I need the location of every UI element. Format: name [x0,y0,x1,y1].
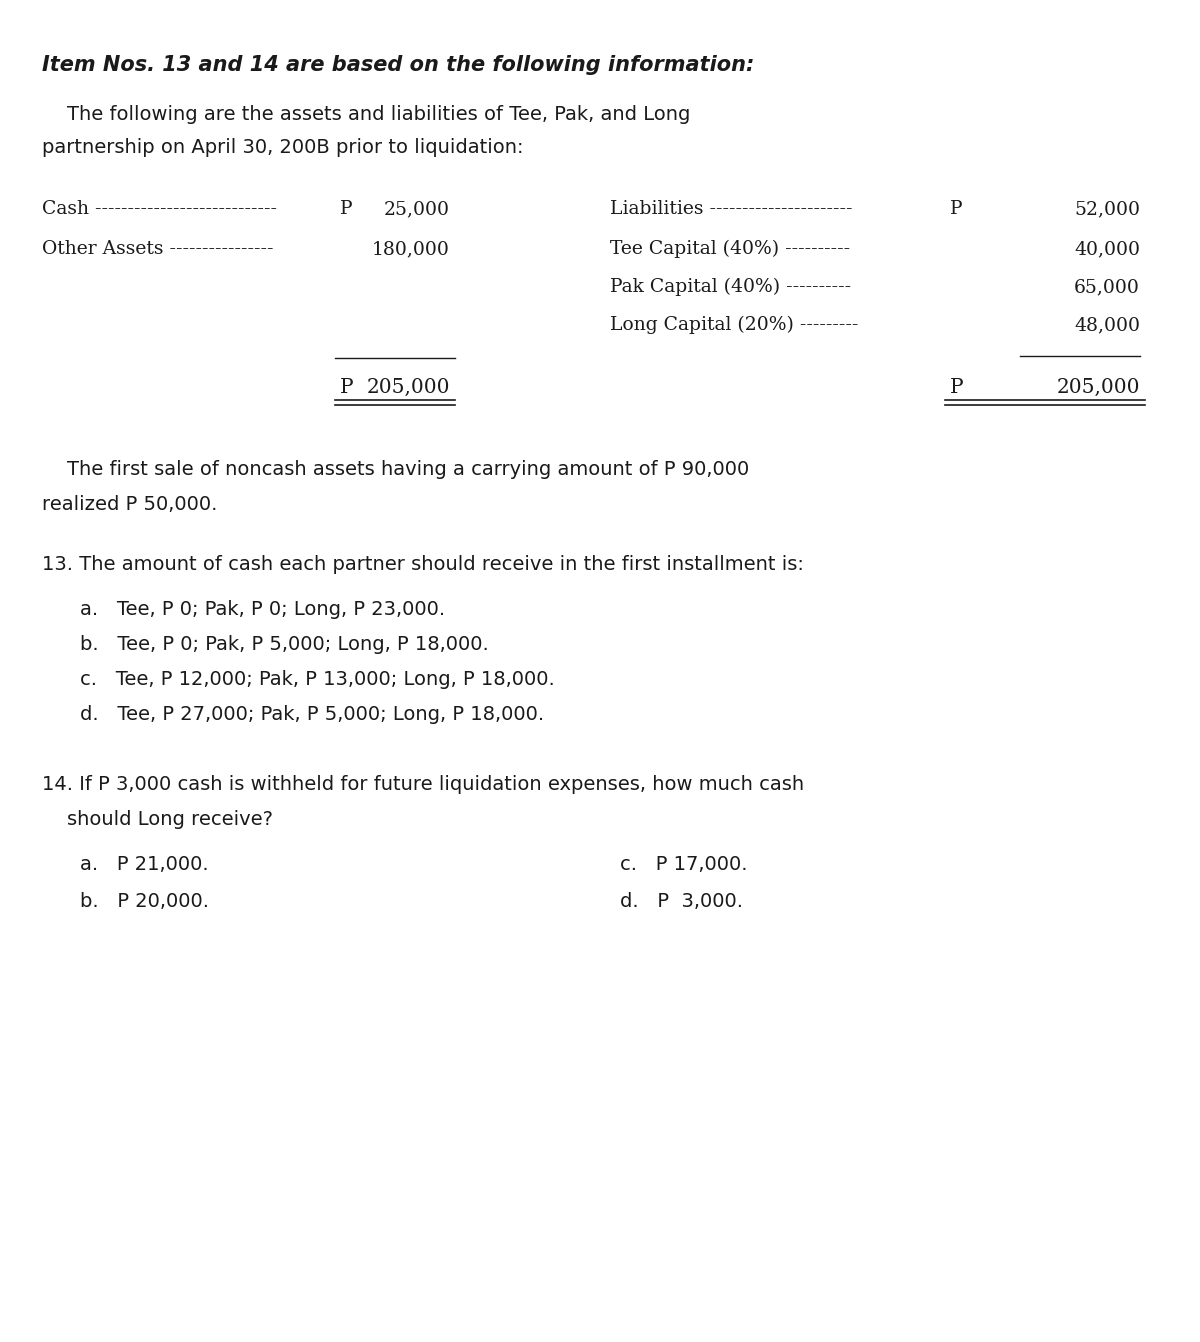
Text: d.   P  3,000.: d. P 3,000. [620,892,743,911]
Text: b.   P 20,000.: b. P 20,000. [80,892,209,911]
Text: partnership on April 30, 200B prior to liquidation:: partnership on April 30, 200B prior to l… [42,138,523,157]
Text: 180,000: 180,000 [372,240,450,258]
Text: Pak Capital (40%) ----------: Pak Capital (40%) ---------- [610,278,851,297]
Text: Liabilities ----------------------: Liabilities ---------------------- [610,200,852,217]
Text: 205,000: 205,000 [366,378,450,397]
Text: should Long receive?: should Long receive? [42,811,274,829]
Text: Tee Capital (40%) ----------: Tee Capital (40%) ---------- [610,240,850,258]
Text: P: P [340,378,354,397]
Text: Item Nos. 13 and 14 are based on the following information:: Item Nos. 13 and 14 are based on the fol… [42,55,755,75]
Text: 25,000: 25,000 [384,200,450,217]
Text: Cash ----------------------------: Cash ---------------------------- [42,200,277,217]
Text: 13. The amount of cash each partner should receive in the first installment is:: 13. The amount of cash each partner shou… [42,556,804,574]
Text: 40,000: 40,000 [1074,240,1140,258]
Text: 52,000: 52,000 [1074,200,1140,217]
Text: c.   Tee, P 12,000; Pak, P 13,000; Long, P 18,000.: c. Tee, P 12,000; Pak, P 13,000; Long, P… [80,670,554,688]
Text: P: P [950,200,962,217]
Text: The following are the assets and liabilities of Tee, Pak, and Long: The following are the assets and liabili… [42,105,690,123]
Text: b.   Tee, P 0; Pak, P 5,000; Long, P 18,000.: b. Tee, P 0; Pak, P 5,000; Long, P 18,00… [80,635,488,654]
Text: a.   Tee, P 0; Pak, P 0; Long, P 23,000.: a. Tee, P 0; Pak, P 0; Long, P 23,000. [80,600,445,619]
Text: realized P 50,000.: realized P 50,000. [42,495,217,514]
Text: a.   P 21,000.: a. P 21,000. [80,855,209,874]
Text: 205,000: 205,000 [1056,378,1140,397]
Text: d.   Tee, P 27,000; Pak, P 5,000; Long, P 18,000.: d. Tee, P 27,000; Pak, P 5,000; Long, P … [80,705,544,723]
Text: P: P [950,378,964,397]
Text: c.   P 17,000.: c. P 17,000. [620,855,748,874]
Text: P: P [340,200,353,217]
Text: The first sale of noncash assets having a carrying amount of P 90,000: The first sale of noncash assets having … [42,460,749,479]
Text: 65,000: 65,000 [1074,278,1140,297]
Text: 48,000: 48,000 [1074,315,1140,334]
Text: 14. If P 3,000 cash is withheld for future liquidation expenses, how much cash: 14. If P 3,000 cash is withheld for futu… [42,774,804,794]
Text: Other Assets ----------------: Other Assets ---------------- [42,240,274,258]
Text: Long Capital (20%) ---------: Long Capital (20%) --------- [610,315,858,334]
